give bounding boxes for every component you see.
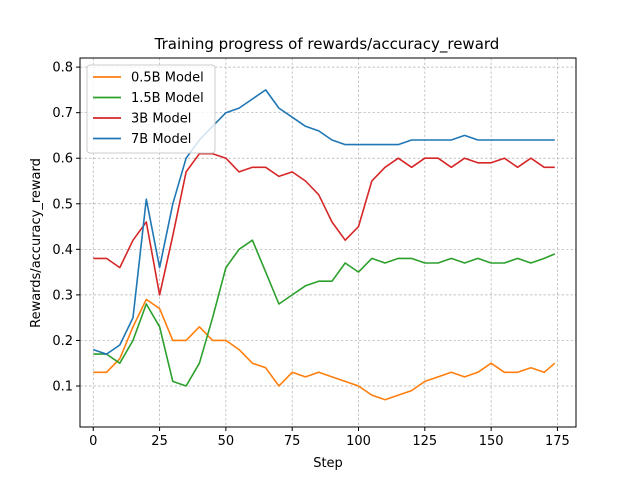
legend-label: 1.5B Model: [131, 91, 204, 106]
x-tick-label: 25: [151, 434, 168, 449]
x-tick-label: 0: [89, 434, 97, 449]
series-line-0-5b-model: [93, 298, 556, 401]
x-tick-label: 175: [545, 434, 570, 449]
y-tick-label: 0.6: [52, 152, 73, 167]
legend-box: [86, 64, 216, 154]
series-line-7b-model: [93, 89, 555, 355]
x-axis-ticks: 0 25 50 75 100 125 150 175: [89, 427, 570, 449]
x-tick-label: 50: [218, 434, 235, 449]
x-tick-label: 125: [412, 434, 437, 449]
series-lines: [93, 89, 556, 401]
legend-label: 7B Model: [131, 132, 191, 147]
y-axis-ticks: 0.1 0.2 0.3 0.4 0.5 0.6 0.7 0.8: [52, 61, 80, 395]
x-axis-label: Step: [313, 456, 343, 471]
y-tick-label: 0.5: [52, 197, 73, 212]
x-tick-label: 150: [479, 434, 504, 449]
legend-label: 0.5B Model: [131, 71, 204, 86]
chart-title: Training progress of rewards/accuracy_re…: [154, 35, 500, 54]
y-tick-label: 0.1: [52, 380, 73, 395]
series-line-3b-model: [93, 152, 555, 296]
y-tick-label: 0.3: [52, 288, 73, 303]
y-tick-label: 0.8: [52, 61, 73, 76]
y-tick-label: 0.4: [52, 243, 73, 258]
plot-frame: [79, 57, 577, 428]
y-tick-label: 0.7: [52, 106, 73, 121]
legend: 0.5B Model 1.5B Model 3B Model 7B Model: [86, 64, 216, 154]
series-line-1-5b-model: [93, 239, 556, 387]
x-tick-label: 75: [284, 434, 301, 449]
x-tick-label: 100: [346, 434, 371, 449]
y-axis-label: Rewards/accuracy_reward: [29, 158, 44, 328]
y-tick-label: 0.2: [52, 334, 73, 349]
legend-label: 3B Model: [131, 112, 191, 127]
